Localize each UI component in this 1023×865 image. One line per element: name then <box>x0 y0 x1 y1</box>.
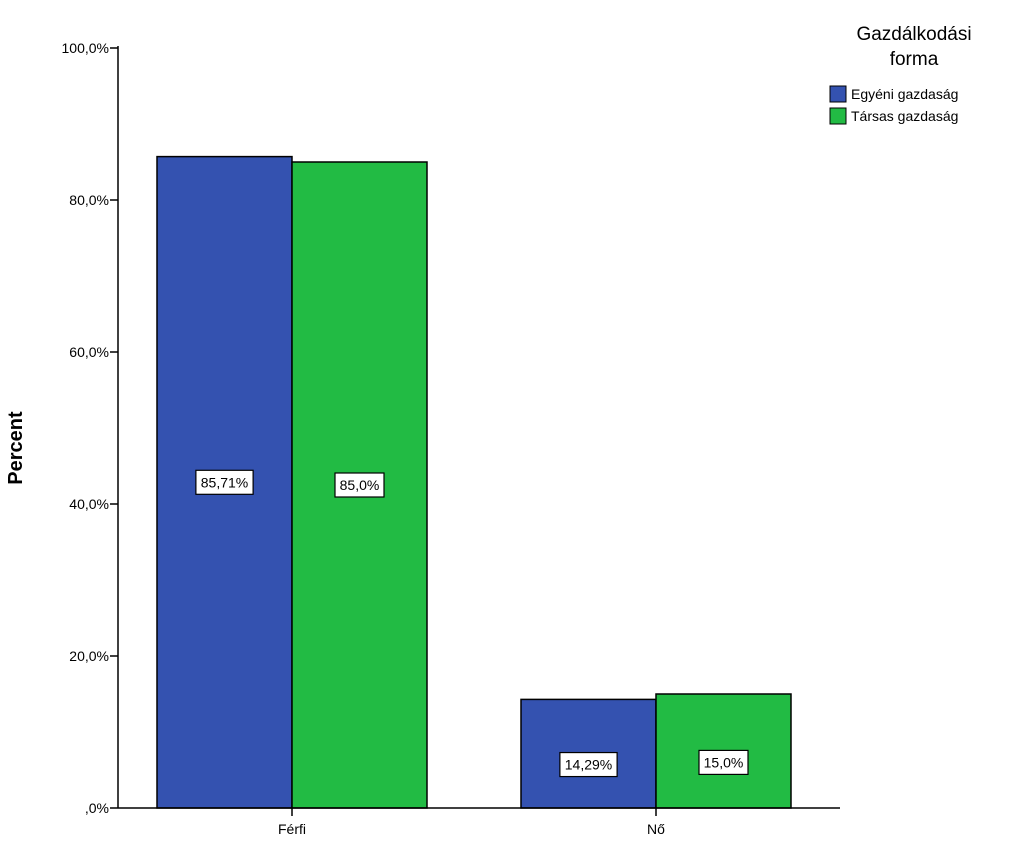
legend-label: Egyéni gazdaság <box>851 86 958 102</box>
y-tick-label: ,0% <box>85 800 109 816</box>
y-tick-label: 80,0% <box>69 192 109 208</box>
data-label: 14,29% <box>565 757 612 773</box>
x-tick-label: Férfi <box>278 821 306 837</box>
legend-swatch <box>829 107 847 125</box>
data-label-box <box>698 749 749 776</box>
legend: Gazdálkodási forma Egyéni gazdaság Társas… <box>829 24 972 125</box>
legend-swatch <box>829 85 847 103</box>
y-tick-label: 100,0% <box>62 40 109 56</box>
data-label-box <box>559 751 618 778</box>
x-tick-label: Nő <box>647 821 665 837</box>
y-axis: ,0% 20,0% 40,0% 60,0% 80,0% 100,0% <box>62 40 119 816</box>
data-label-box <box>195 469 254 495</box>
data-label: 15,0% <box>704 754 744 770</box>
legend-title-line-1: Gazdálkodási <box>856 24 971 45</box>
legend-label: Társas gazdaság <box>851 108 958 124</box>
x-axis: Férfi Nő <box>118 807 840 837</box>
y-tick-label: 20,0% <box>69 648 109 664</box>
legend-title-line-2: forma <box>890 49 939 70</box>
data-label-box <box>334 472 385 498</box>
y-tick-label: 60,0% <box>69 344 109 360</box>
data-label: 85,0% <box>340 477 380 493</box>
y-axis-title: Percent <box>5 411 27 485</box>
data-label: 85,71% <box>201 474 248 490</box>
y-tick-label: 40,0% <box>69 496 109 512</box>
bars: 85,71% 85,0% 14,29% 15,0% <box>156 155 792 809</box>
